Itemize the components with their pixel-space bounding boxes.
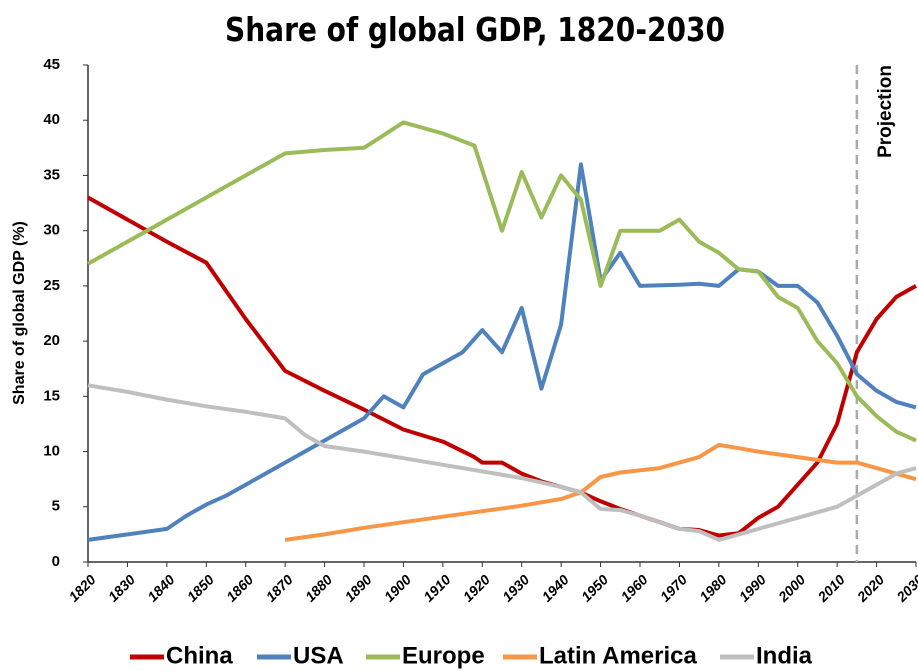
- x-tick-label: 1930: [499, 571, 532, 604]
- legend-label: India: [756, 642, 813, 669]
- series-line: [87, 120, 917, 443]
- y-tick-label: 15: [43, 387, 60, 404]
- x-tick-label: 1900: [381, 571, 414, 604]
- legend-label: Europe: [402, 642, 485, 669]
- y-tick-label: 20: [43, 332, 60, 349]
- x-tick-label: 1890: [341, 571, 374, 604]
- x-tick-label: 1970: [657, 571, 690, 604]
- y-tick-label: 30: [43, 222, 60, 239]
- y-tick-label: 40: [43, 111, 60, 128]
- x-tick-label: 2010: [814, 571, 848, 605]
- chart-title: Share of global GDP, 1820-2030: [225, 12, 725, 50]
- x-tick-label: 1920: [460, 571, 493, 604]
- y-tick-label: 35: [43, 166, 60, 183]
- series-line: [87, 195, 917, 538]
- x-tick-label: 1820: [65, 571, 98, 604]
- x-tick-label: 1860: [223, 571, 256, 604]
- series-line: [87, 162, 917, 542]
- x-tick-label: 1980: [696, 571, 729, 604]
- x-tick-label: 2030: [893, 571, 918, 605]
- series-line: [87, 383, 917, 542]
- legend-label: China: [166, 642, 233, 669]
- projection-label: Projection: [875, 65, 896, 158]
- x-tick-label: 1960: [617, 571, 650, 604]
- y-tick-label: 45: [43, 56, 60, 73]
- x-tick-label: 2000: [774, 571, 808, 605]
- y-tick-label: 5: [52, 498, 60, 515]
- x-tick-label: 1990: [736, 571, 769, 604]
- y-tick-label: 0: [52, 553, 60, 570]
- legend-label: Latin America: [539, 642, 697, 669]
- x-tick-label: 1830: [105, 571, 138, 604]
- x-tick-label: 1850: [184, 571, 217, 604]
- y-axis-label: Share of global GDP (%): [11, 221, 28, 405]
- x-tick-label: 1950: [578, 571, 611, 604]
- x-tick-label: 1910: [420, 571, 453, 604]
- x-tick-label: 1840: [144, 571, 177, 604]
- x-tick-label: 1880: [302, 571, 335, 604]
- x-tick-label: 2020: [853, 571, 887, 605]
- y-tick-label: 25: [43, 277, 60, 294]
- series-line: [284, 442, 917, 542]
- legend-label: USA: [293, 642, 344, 669]
- y-tick-label: 10: [43, 443, 60, 460]
- x-tick-label: 1870: [263, 571, 296, 604]
- x-tick-label: 1940: [539, 571, 572, 604]
